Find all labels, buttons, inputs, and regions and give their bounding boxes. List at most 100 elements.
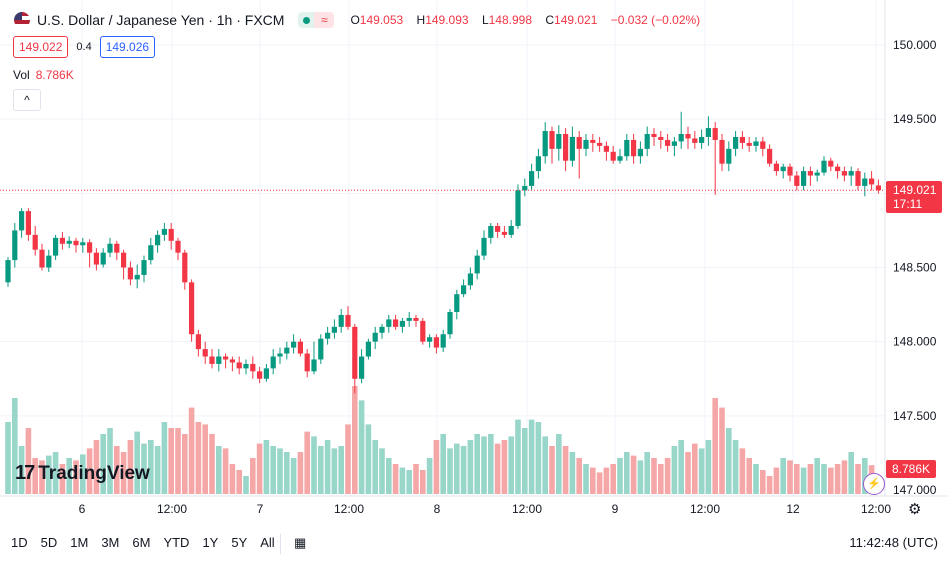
volume-legend[interactable]: Vol 8.786K <box>13 68 74 82</box>
volume-bar <box>141 443 147 494</box>
range-1m[interactable]: 1M <box>70 535 89 550</box>
volume-bar <box>32 458 38 494</box>
volume-bar <box>25 428 32 494</box>
volume-bar <box>358 400 365 494</box>
tradingview-logo[interactable]: 17 TradingView <box>15 462 150 485</box>
open-value: 149.053 <box>359 13 404 27</box>
time-tick-label: 12:00 <box>512 502 542 516</box>
candle <box>862 172 868 197</box>
volume-bar <box>726 428 732 494</box>
candle <box>583 134 589 157</box>
candle <box>603 141 609 161</box>
candle <box>399 317 405 333</box>
range-ytd[interactable]: YTD <box>163 535 190 550</box>
price-chart[interactable]: 150.000149.500149.000148.500148.000147.5… <box>0 0 947 526</box>
candle <box>53 234 59 261</box>
utc-clock[interactable]: 11:42:48 (UTC) <box>849 535 938 550</box>
volume-bar <box>372 440 378 494</box>
candle <box>590 134 596 152</box>
candle <box>59 231 65 250</box>
volume-bar <box>814 458 820 494</box>
volume-bar <box>488 434 494 494</box>
candle <box>141 255 147 283</box>
market-status[interactable]: ≈ <box>298 12 335 28</box>
volume-bar <box>474 434 480 494</box>
buy-button[interactable]: 149.026 <box>99 36 156 58</box>
candle <box>549 126 555 164</box>
volume-bar <box>134 431 140 494</box>
sell-button[interactable]: 149.022 <box>13 36 69 58</box>
candle <box>467 267 473 290</box>
candle <box>835 163 841 179</box>
volume-value: 8.786K <box>35 68 74 82</box>
candle <box>257 366 263 384</box>
candle <box>665 134 671 152</box>
lightning-icon[interactable]: ⚡ <box>863 473 885 495</box>
volume-bar <box>556 434 562 494</box>
price-axis[interactable]: 150.000149.500149.000148.500148.000147.5… <box>893 38 937 497</box>
range-6m[interactable]: 6M <box>132 535 151 550</box>
candle <box>114 240 120 261</box>
gear-icon[interactable]: ⚙ <box>908 501 922 518</box>
tradingview-wordmark: TradingView <box>38 462 150 484</box>
volume-bar <box>705 440 712 494</box>
volume-bar <box>800 467 807 494</box>
symbol-title[interactable]: U.S. Dollar / Japanese Yen · 1h · FXCM <box>37 12 285 28</box>
candle <box>556 125 562 161</box>
volume-bar <box>188 407 195 494</box>
volume-bar <box>807 464 814 494</box>
candle <box>195 329 201 357</box>
candle <box>753 136 759 152</box>
candle <box>223 353 229 369</box>
candle <box>719 134 725 172</box>
candle <box>488 223 494 244</box>
candle <box>746 136 752 152</box>
candle <box>597 136 603 152</box>
candle <box>386 314 392 333</box>
candle <box>168 223 174 250</box>
volume-bar <box>583 464 589 494</box>
calendar-icon[interactable]: ▦ <box>294 535 307 550</box>
volume-bar <box>447 448 453 494</box>
change-value: −0.032 (−0.02%) <box>610 13 701 27</box>
volume-bar <box>52 452 59 494</box>
candle <box>73 237 79 253</box>
toolbar-divider <box>280 534 281 554</box>
volume-bar <box>263 440 270 494</box>
range-all[interactable]: All <box>260 535 275 550</box>
candle <box>440 329 446 353</box>
last-price-value: 149.021 <box>893 183 937 197</box>
tradingview-mark-icon: 17 <box>15 462 35 484</box>
range-1y[interactable]: 1Y <box>202 535 219 550</box>
candle <box>678 111 684 149</box>
volume-bar <box>535 422 542 494</box>
volume-bar <box>5 422 11 494</box>
range-3m[interactable]: 3M <box>101 535 120 550</box>
time-axis[interactable]: 6 12:00 7 12:00 8 12:00 9 12:00 12 12:00 <box>79 502 892 516</box>
candle <box>760 136 766 157</box>
candle <box>100 248 106 268</box>
volume-bar <box>719 407 725 494</box>
volume-bar <box>658 464 664 494</box>
volume-bar <box>664 458 671 494</box>
volume-bar <box>848 452 854 494</box>
candle <box>379 323 385 339</box>
candle <box>474 249 480 280</box>
candle <box>631 134 637 164</box>
range-5d[interactable]: 5D <box>40 535 58 550</box>
range-1d[interactable]: 1D <box>11 535 28 550</box>
time-tick-label: 6 <box>79 502 86 516</box>
candle <box>807 166 813 186</box>
collapse-legend-button[interactable]: ^ <box>13 89 41 111</box>
spread-value: 0.4 <box>76 41 92 53</box>
volume-bar <box>821 464 827 494</box>
quote-panel: 149.022 0.4 149.026 <box>13 36 156 58</box>
candle <box>406 312 412 327</box>
volume-bar <box>209 434 215 494</box>
volume-bar <box>454 443 460 494</box>
range-5y[interactable]: 5Y <box>231 535 248 550</box>
volume-bar <box>311 436 317 494</box>
volume-bar <box>542 436 548 494</box>
candle <box>32 225 38 256</box>
candle <box>733 131 739 157</box>
